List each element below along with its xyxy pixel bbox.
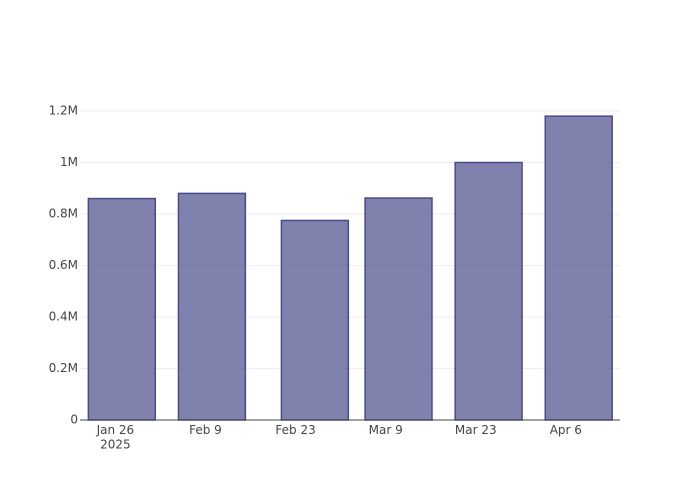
x-tick-label: Feb 9 <box>189 423 222 437</box>
x-tick-label-line: Mar 9 <box>369 423 403 437</box>
x-tick-label-line: 2025 <box>100 437 131 451</box>
y-tick-label: 0.2M <box>49 361 78 375</box>
x-tick-label: Feb 23 <box>275 423 315 437</box>
y-tick-label: 1.2M <box>49 104 78 118</box>
x-tick-label: Apr 6 <box>550 423 582 437</box>
x-tick-label-line: Jan 26 <box>96 423 135 437</box>
x-tick-label-line: Feb 23 <box>275 423 315 437</box>
x-tick-label: Jan 26 2025 <box>96 423 135 452</box>
bar <box>280 219 350 421</box>
y-tick-label: 0.6M <box>49 258 78 272</box>
y-tick-label: 0.8M <box>49 207 78 221</box>
bar <box>364 197 433 421</box>
bar <box>87 197 157 421</box>
bar <box>177 192 247 421</box>
x-tick-label-line: Apr 6 <box>550 423 582 437</box>
y-tick-label: 1M <box>60 155 78 169</box>
x-tick-label: Mar 23 <box>455 423 497 437</box>
x-tick-label: Mar 9 <box>369 423 403 437</box>
bar <box>454 161 523 421</box>
y-tick-label: 0.4M <box>49 310 78 324</box>
x-tick-label-line: Mar 23 <box>455 423 497 437</box>
x-tick-label-line: Feb 9 <box>189 423 222 437</box>
bar <box>544 115 613 421</box>
y-tick-label: 0 <box>70 413 78 427</box>
